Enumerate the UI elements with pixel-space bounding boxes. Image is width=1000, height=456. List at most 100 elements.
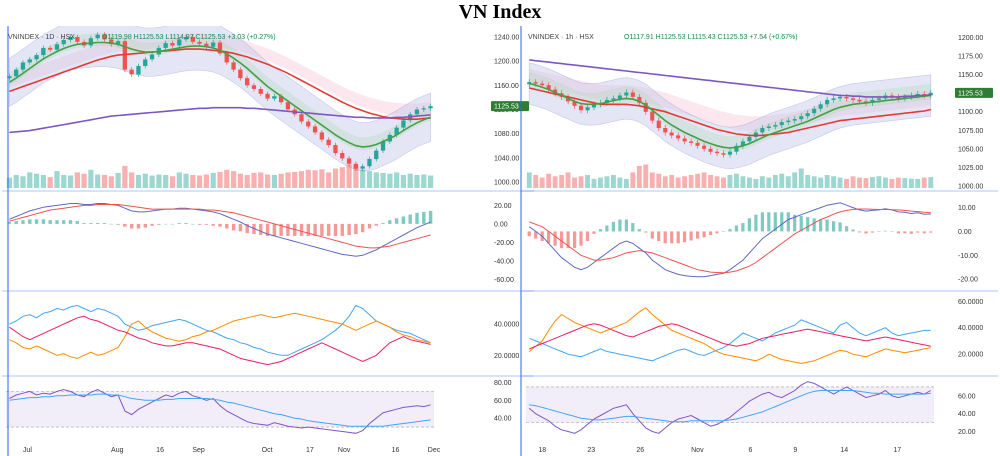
hourly-macd-histogram — [890, 231, 894, 232]
daily-candle — [136, 66, 141, 75]
daily-candle — [380, 141, 386, 151]
hourly-candle — [721, 153, 726, 155]
hourly-volume-bar — [533, 175, 539, 188]
hourly-price-tick: 1175.00 — [958, 54, 983, 61]
daily-volume-bar — [387, 173, 393, 188]
daily-x-tick: Nov — [338, 447, 351, 454]
daily-volume-bar — [27, 172, 33, 188]
hourly-candle — [928, 92, 933, 96]
hourly-macd-histogram — [812, 218, 816, 232]
hourly-candle — [702, 145, 707, 149]
hourly-macd-tick: -10.00 — [958, 253, 978, 260]
daily-macd-histogram — [14, 221, 18, 224]
hourly-macd-histogram — [922, 231, 926, 234]
hourly-candle — [812, 108, 817, 114]
hourly-volume-bar — [915, 178, 921, 188]
daily-bollinger-band — [9, 26, 431, 172]
hourly-volume-bar — [831, 176, 837, 188]
hourly-volume-bar — [643, 164, 649, 188]
hourly-dmi-tick: 60.0000 — [958, 299, 983, 306]
hourly-volume-bar — [870, 177, 875, 188]
vnindex-charts[interactable]: 1240.001200.001160.001120.001080.001040.… — [0, 26, 1000, 456]
hourly-macd-histogram — [598, 229, 603, 232]
daily-macd-histogram — [204, 223, 209, 225]
daily-macd-histogram — [367, 223, 372, 229]
hourly-macd-line — [528, 202, 931, 278]
daily-macd-histogram — [354, 223, 358, 235]
daily-candle — [14, 69, 19, 77]
daily-candle — [414, 109, 420, 115]
daily-green-cloud — [9, 33, 431, 151]
daily-price-tick: 1200.00 — [494, 59, 519, 66]
hourly-ma-purple — [529, 59, 931, 98]
hourly-candle — [650, 111, 655, 121]
daily-macd-histogram — [401, 216, 406, 224]
hourly-x-tick: 9 — [793, 447, 797, 454]
hourly-candle — [611, 98, 616, 100]
daily-candle — [238, 69, 243, 79]
daily-candle — [27, 59, 32, 63]
daily-volume-bar — [312, 170, 318, 188]
daily-volume-bar — [197, 175, 203, 188]
hourly-candle — [844, 96, 849, 99]
hourly-macd-histogram — [534, 231, 538, 239]
daily-volume-bar — [292, 171, 298, 188]
hourly-macd-histogram — [734, 225, 739, 232]
daily-macd-histogram — [55, 220, 59, 224]
hourly-macd-histogram — [611, 221, 615, 232]
daily-rsi-tick: 80.00 — [494, 380, 512, 387]
hourly-candle — [637, 96, 642, 103]
daily-macd-histogram — [136, 223, 141, 229]
daily-macd-histogram — [62, 220, 66, 224]
daily-candle — [20, 62, 26, 70]
hourly-adx — [529, 323, 931, 350]
hourly-rsi-line — [528, 381, 932, 434]
hourly-volume-bar — [785, 176, 791, 188]
hourly-candle — [715, 151, 720, 154]
daily-cloud — [9, 33, 431, 116]
hourly-volume-bar — [617, 177, 623, 188]
hourly-volume-bar — [630, 172, 636, 188]
hourly-di-minus — [528, 307, 931, 364]
daily-volume-bar — [88, 169, 94, 188]
daily-x-tick: Oct — [262, 447, 273, 454]
hourly-macd-histogram — [670, 231, 674, 244]
hourly-volume-bar — [636, 165, 642, 188]
daily-candle — [122, 41, 127, 70]
daily-candle — [367, 159, 372, 167]
daily-volume-bar — [407, 173, 413, 188]
hourly-macd-histogram — [799, 215, 803, 232]
daily-x-tick: 16 — [392, 447, 400, 454]
hourly-candle — [591, 104, 596, 108]
hourly-candle — [553, 89, 558, 94]
daily-macd-histogram — [130, 223, 134, 229]
daily-volume-bar — [115, 172, 121, 188]
daily-candle — [68, 37, 73, 40]
daily-macd-histogram — [313, 223, 317, 236]
daily-volume-bar — [380, 172, 386, 188]
hourly-macd-histogram — [637, 229, 641, 232]
hourly-macd-histogram — [683, 231, 687, 243]
daily-price-tag-bg — [491, 101, 529, 112]
daily-volume-bar — [224, 169, 230, 188]
daily-macd-histogram — [21, 220, 25, 224]
daily-volume-bar — [190, 175, 196, 188]
daily-volume-bar — [81, 173, 87, 188]
daily-volume-bar — [265, 174, 271, 188]
hourly-macd-histogram — [715, 231, 719, 234]
hourly-volume-bar — [559, 175, 565, 188]
hourly-candle — [656, 120, 661, 128]
daily-macd-histogram — [299, 223, 304, 236]
hourly-candle — [734, 145, 739, 152]
hourly-macd-histogram — [916, 231, 920, 233]
hourly-candle — [851, 98, 856, 100]
daily-candle — [251, 85, 257, 89]
daily-candle — [163, 43, 168, 48]
daily-candle — [401, 120, 406, 128]
hourly-macd-histogram — [689, 231, 693, 241]
hourly-x-tick: 26 — [636, 447, 644, 454]
daily-macd-histogram — [34, 219, 39, 224]
daily-macd-histogram — [320, 223, 324, 236]
daily-x-tick: Sep — [192, 447, 205, 454]
hourly-volume-bar — [526, 172, 532, 188]
